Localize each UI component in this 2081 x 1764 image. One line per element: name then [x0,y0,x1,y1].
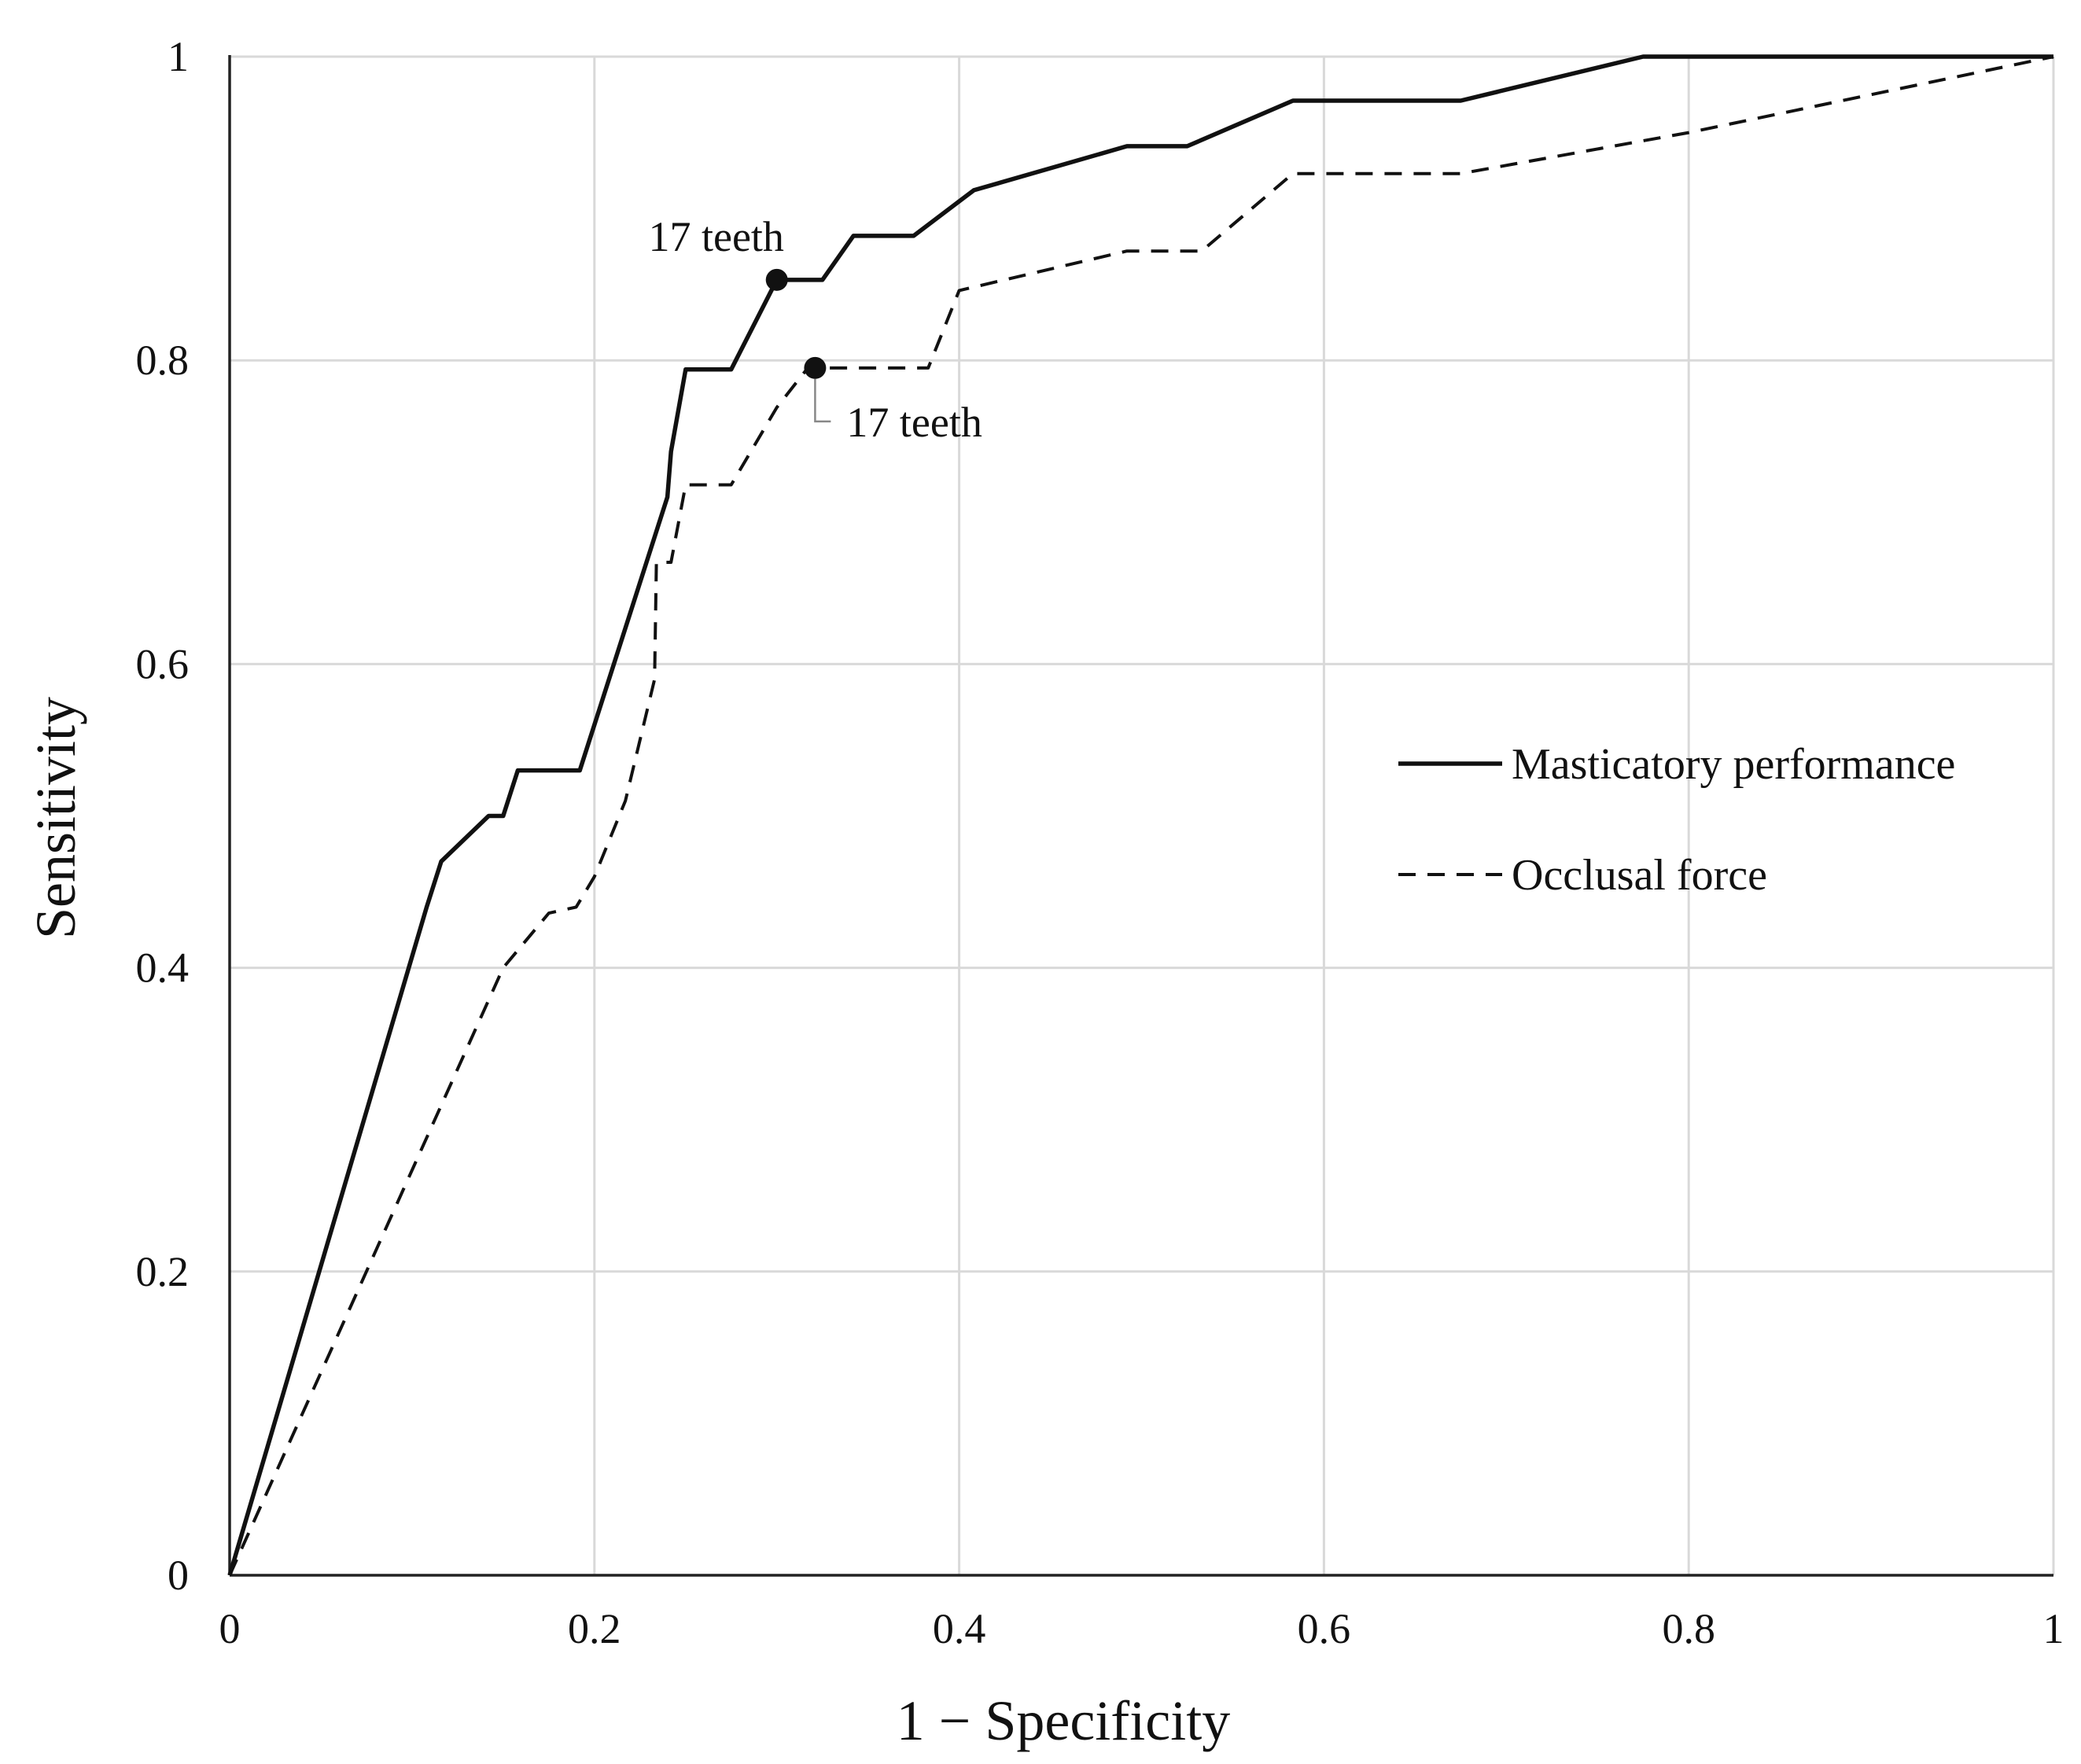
axes [228,55,2053,1577]
legend-label: Masticatory performance [1512,740,1955,789]
x-tick-label: 0.8 [1662,1605,1715,1652]
annotation-label: 17 teeth [846,399,982,446]
annotations: 17 teeth 17 teeth [648,213,982,446]
cutoff-marker [804,356,827,379]
x-tick-label: 0.6 [1298,1605,1351,1652]
y-tick-label: 1 [168,33,189,80]
y-tick-label: 0.8 [136,337,190,384]
legend: Masticatory performance Occlusal force [1398,740,1955,900]
series-line-occlusal-force [228,55,2054,1576]
x-tick-label: 0.2 [568,1605,621,1652]
cutoff-marker [765,268,788,291]
legend-label: Occlusal force [1512,851,1767,900]
x-axis-label: 1 − Specificity [897,1689,1231,1752]
y-tick-label: 0.6 [136,640,190,687]
x-tick-label: 0 [219,1605,241,1652]
annotation-label: 17 teeth [648,213,783,260]
series-lines [227,54,2054,1576]
y-tick-label: 0.4 [136,945,190,992]
x-tick-label: 0.4 [933,1605,986,1652]
series-line-masticatory-performance [227,54,2053,1576]
x-tick-label: 1 [2043,1605,2064,1652]
tick-labels: 0 0.2 0.4 0.6 0.8 1 0 0.2 0.4 0.6 0.8 1 [136,33,2064,1652]
y-axis-label: Sensitivity [24,697,87,939]
y-tick-label: 0.2 [136,1248,190,1295]
y-tick-label: 0 [168,1552,189,1599]
annotation-leader-line [814,378,831,423]
